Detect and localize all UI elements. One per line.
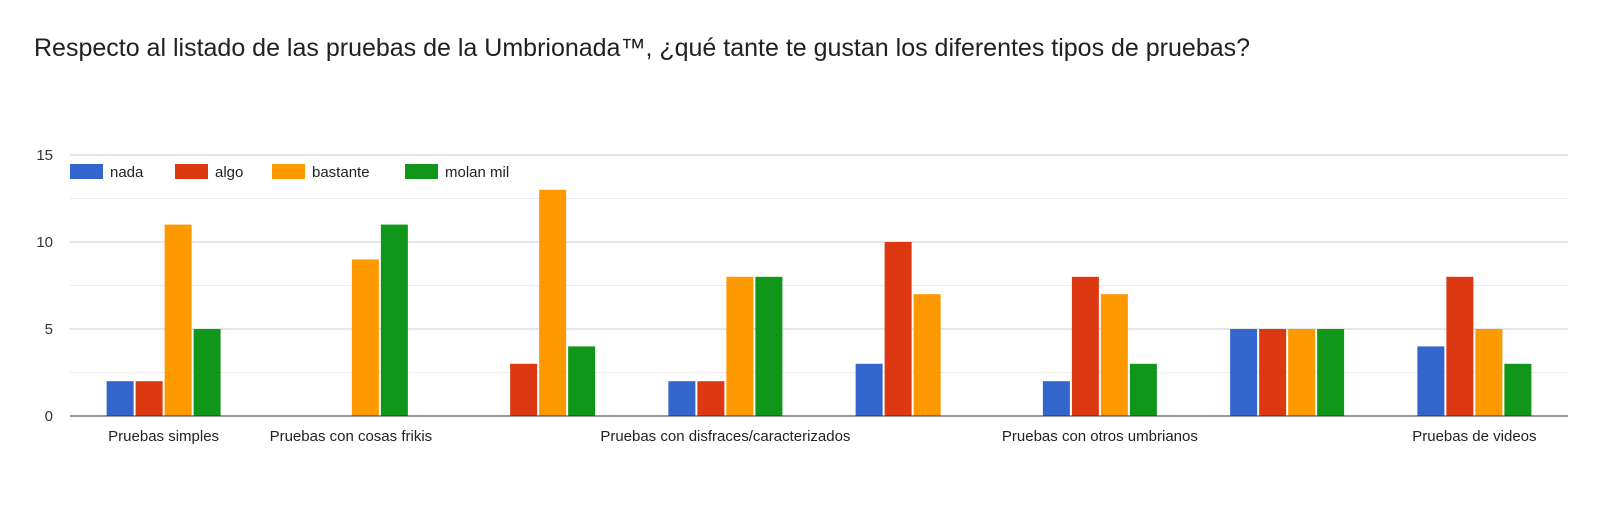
bar-algo-6 bbox=[1259, 329, 1287, 416]
bar-nada-6 bbox=[1230, 329, 1258, 416]
bar-bastante-2 bbox=[539, 189, 567, 416]
legend-swatch-bastante bbox=[272, 164, 305, 179]
x-category-label: Pruebas simples bbox=[108, 428, 219, 445]
x-category-label: Pruebas con cosas frikis bbox=[270, 428, 433, 445]
legend-label-nada: nada bbox=[110, 164, 144, 181]
legend-label-algo: algo bbox=[215, 164, 243, 181]
x-category-label: Pruebas de videos bbox=[1412, 428, 1536, 445]
x-category-label: Pruebas con disfraces/caracterizados bbox=[600, 428, 850, 445]
bar-nada-7 bbox=[1417, 346, 1445, 416]
chart-title: Respecto al listado de las pruebas de la… bbox=[34, 34, 1251, 62]
bar-molan-mil-0 bbox=[193, 329, 221, 416]
bar-bastante-6 bbox=[1288, 329, 1316, 416]
legend-swatch-nada bbox=[70, 164, 103, 179]
x-category-label: Pruebas con otros umbrianos bbox=[1002, 428, 1198, 445]
bar-molan-mil-5 bbox=[1129, 363, 1157, 416]
bar-bastante-0 bbox=[164, 224, 192, 416]
bar-bastante-1 bbox=[351, 259, 379, 416]
bar-molan-mil-7 bbox=[1504, 363, 1532, 416]
bar-nada-0 bbox=[106, 381, 134, 416]
legend-label-bastante: bastante bbox=[312, 164, 370, 181]
bar-molan-mil-3 bbox=[755, 276, 783, 416]
bar-algo-4 bbox=[884, 242, 912, 416]
bar-algo-3 bbox=[697, 381, 725, 416]
y-tick-label: 15 bbox=[36, 147, 53, 164]
bars bbox=[106, 189, 1532, 416]
bar-nada-3 bbox=[668, 381, 696, 416]
bar-bastante-5 bbox=[1100, 294, 1128, 416]
legend-swatch-algo bbox=[175, 164, 208, 179]
bar-bastante-4 bbox=[913, 294, 941, 416]
y-tick-label: 10 bbox=[36, 234, 53, 251]
bar-nada-4 bbox=[855, 363, 883, 416]
gridlines bbox=[70, 154, 1568, 373]
bar-bastante-3 bbox=[726, 276, 754, 416]
x-axis-labels: Pruebas simples Pruebas con cosas frikis P… bbox=[108, 428, 1536, 445]
y-tick-label: 0 bbox=[45, 408, 53, 425]
bar-algo-2 bbox=[510, 363, 538, 416]
bar-molan-mil-2 bbox=[568, 346, 596, 416]
bar-molan-mil-1 bbox=[380, 224, 408, 416]
bar-molan-mil-6 bbox=[1317, 329, 1345, 416]
legend: nada algo bastante molan mil bbox=[70, 164, 509, 181]
bar-algo-0 bbox=[135, 381, 163, 416]
legend-swatch-molan-mil bbox=[405, 164, 438, 179]
legend-label-molan-mil: molan mil bbox=[445, 164, 509, 181]
bar-algo-5 bbox=[1071, 276, 1099, 416]
y-axis-ticks: 0 5 10 15 bbox=[36, 147, 53, 425]
bar-nada-5 bbox=[1042, 381, 1070, 416]
bar-bastante-7 bbox=[1475, 329, 1503, 416]
y-tick-label: 5 bbox=[45, 321, 53, 338]
bar-algo-7 bbox=[1446, 276, 1474, 416]
